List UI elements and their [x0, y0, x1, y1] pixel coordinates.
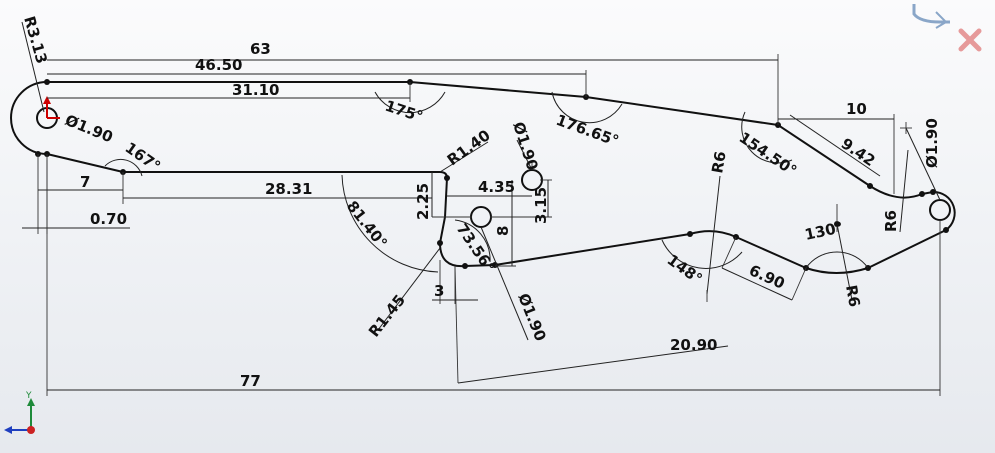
dim-20-90[interactable]: 20.90 — [670, 336, 717, 354]
dim-r6-upper[interactable]: R6 — [882, 210, 900, 232]
dim-6-90[interactable]: 6.90 — [746, 261, 787, 292]
dim-angle-154-50[interactable]: 154.50° — [736, 128, 800, 179]
dim-3-15[interactable]: 3.15 — [532, 187, 550, 224]
dim-hole-mid-bottom[interactable]: Ø1.90 — [514, 291, 549, 344]
dim-63[interactable]: 63 — [250, 40, 271, 58]
right-end-arc[interactable] — [932, 190, 956, 231]
dim-angle-81-40[interactable]: 81.40° — [343, 197, 391, 251]
dimension-labels: 63 46.50 31.10 R3.13 Ø1.90 167° 7 0.70 2… — [20, 14, 941, 390]
dim-hole-left[interactable]: Ø1.90 — [63, 111, 116, 146]
dim-r1-40[interactable]: R1.40 — [444, 126, 494, 169]
left-end-arc[interactable] — [10, 81, 48, 155]
dim-r6-lower[interactable]: R6 — [842, 284, 864, 309]
dim-angle-167[interactable]: 167° — [122, 139, 164, 176]
dim-r1-45[interactable]: R1.45 — [365, 291, 409, 340]
dim-2-25[interactable]: 2.25 — [414, 183, 432, 220]
dim-46-50[interactable]: 46.50 — [195, 56, 242, 74]
dim-10[interactable]: 10 — [846, 100, 867, 118]
top-edge[interactable] — [46, 81, 779, 126]
lower-edge[interactable] — [46, 153, 441, 173]
dim-angle-175[interactable]: 175° — [383, 97, 425, 126]
dim-angle-148[interactable]: 148° — [664, 251, 706, 288]
sketch-points — [35, 79, 949, 271]
dim-r3-13[interactable]: R3.13 — [20, 14, 51, 66]
confirm-corner-icon[interactable] — [912, 4, 950, 29]
triad-y-label: Y — [25, 391, 32, 401]
dim-4-35[interactable]: 4.35 — [478, 178, 515, 196]
dim-8[interactable]: 8 — [494, 226, 512, 236]
dim-hole-right[interactable]: Ø1.90 — [923, 118, 941, 168]
triad-icon: Y — [4, 391, 35, 434]
dim-r6-mid[interactable]: R6 — [708, 150, 730, 175]
dim-hole-mid-top[interactable]: Ø1.90 — [509, 120, 541, 173]
dim-77[interactable]: 77 — [240, 372, 261, 390]
dim-7[interactable]: 7 — [80, 173, 90, 191]
dim-31-10[interactable]: 31.10 — [232, 81, 279, 99]
dim-3[interactable]: 3 — [434, 282, 444, 300]
cancel-icon[interactable] — [958, 28, 982, 52]
hole-right[interactable] — [929, 199, 951, 221]
dim-0-70[interactable]: 0.70 — [90, 210, 127, 228]
dim-9-42[interactable]: 9.42 — [838, 134, 879, 170]
origin-icon — [43, 96, 60, 119]
dim-angle-130[interactable]: 130° — [803, 218, 845, 244]
hole-mid-bottom[interactable] — [470, 206, 492, 228]
dim-28-31[interactable]: 28.31 — [265, 180, 312, 198]
dimension-lines — [21, 21, 941, 396]
slope-edge[interactable] — [777, 124, 871, 187]
lower-right-edge[interactable] — [464, 229, 947, 274]
dim-angle-176-65[interactable]: 176.65° — [554, 111, 622, 150]
